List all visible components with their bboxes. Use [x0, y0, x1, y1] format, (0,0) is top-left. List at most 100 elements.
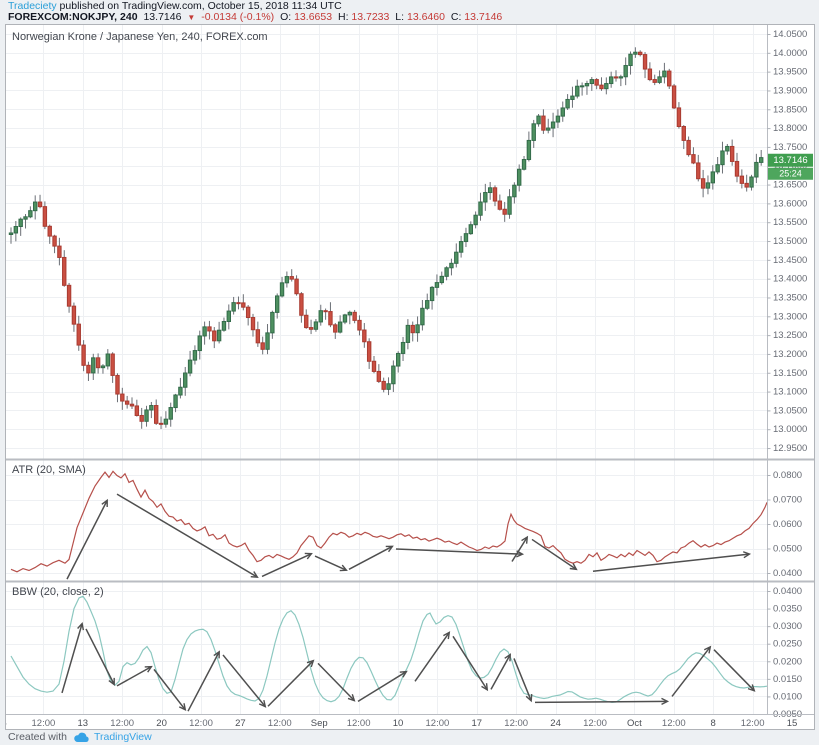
byline-text: published on TradingView.com, October 15… [56, 0, 342, 12]
price-tick-label: 14.0500 [773, 29, 807, 40]
open-label: O: [280, 11, 292, 23]
candle [47, 224, 52, 244]
candle [284, 271, 290, 288]
candle [337, 315, 343, 334]
time-tick-label: 12:00 [426, 718, 450, 729]
candle [241, 294, 246, 311]
candle [400, 336, 406, 361]
candle [42, 201, 48, 230]
candle [366, 338, 372, 369]
atr-pane-legend[interactable]: ATR (20, SMA) [12, 464, 86, 476]
time-tick-label: 12:00 [583, 718, 607, 729]
candle [754, 153, 759, 184]
candle [696, 154, 701, 182]
candle [638, 50, 643, 57]
candle [570, 86, 575, 108]
bbw-pane-legend[interactable]: BBW (20, close, 2) [12, 586, 104, 598]
tradingview-link[interactable]: TradingView [93, 731, 152, 743]
candle [468, 221, 474, 235]
candle [8, 227, 14, 244]
last-price: 13.7146 [143, 11, 182, 23]
time-tick-label: 12:00 [504, 718, 528, 729]
time-tick-label: 12:00 [347, 718, 371, 729]
candle [628, 51, 633, 75]
candle [642, 52, 648, 79]
candle [294, 275, 299, 296]
candle [86, 361, 91, 381]
candle [759, 150, 764, 166]
candle [187, 350, 193, 377]
cloud-icon [74, 732, 89, 742]
candle [207, 320, 212, 340]
price-tick-label: 13.5500 [773, 217, 807, 228]
bbw-line [10, 595, 768, 704]
candle [221, 317, 227, 332]
grid [6, 25, 767, 714]
price-tick-label: 13.1000 [773, 387, 807, 398]
candle [197, 330, 202, 360]
price-tick-label: 13.9500 [773, 67, 807, 78]
candle [458, 235, 464, 258]
candle [454, 243, 459, 268]
price-axis[interactable]: 14.0500 14.0000 13.9500 13.9000 13.8500 13.80… [767, 25, 807, 720]
time-axis[interactable]: 6 12:00 13 12:00 20 12:00 27 12:00 Sep 12:00 10 12:… [1, 714, 814, 730]
candle [381, 377, 386, 393]
candle [115, 373, 120, 403]
price-tick-label: 13.8500 [773, 104, 807, 115]
candle [604, 77, 609, 95]
candle [589, 76, 594, 91]
chart-svg[interactable]: 14.0500 14.0000 13.9500 13.9000 13.8500 13.80… [1, 25, 814, 730]
candle [405, 319, 411, 350]
candle [76, 315, 81, 351]
pane-separator[interactable] [6, 458, 814, 583]
attribution: Created with TradingView [8, 729, 152, 745]
price-tick-label: 0.0200 [773, 656, 802, 667]
price-tick-label: 0.0300 [773, 621, 802, 632]
price-tick-label: 13.9000 [773, 85, 807, 96]
candle [178, 377, 183, 399]
candle [265, 324, 270, 355]
candle [720, 141, 725, 174]
time-tick-label: 12:00 [268, 718, 292, 729]
high-label: H: [337, 11, 349, 23]
candle [328, 302, 333, 328]
candle [555, 109, 561, 128]
candle [391, 360, 396, 393]
candle [23, 214, 28, 229]
candle [81, 340, 86, 372]
candle [250, 313, 256, 337]
candle [439, 271, 444, 285]
open-value: 13.6653 [294, 11, 333, 23]
byline-author[interactable]: Tradeciety [8, 0, 57, 12]
candle [168, 402, 173, 427]
candle [473, 211, 478, 229]
candle [744, 174, 749, 192]
candle [613, 70, 619, 82]
time-tick-label: 12:00 [110, 718, 134, 729]
time-tick-label: 13 [78, 718, 89, 729]
candle [734, 152, 740, 183]
candle [739, 169, 745, 189]
candle [749, 174, 754, 191]
candle [594, 78, 599, 90]
candle [681, 125, 686, 150]
price-tick-label: 0.0500 [773, 544, 802, 555]
candle [313, 318, 319, 332]
candle [652, 74, 657, 86]
candle [299, 292, 304, 323]
candle [144, 405, 149, 427]
price-tick-label: 13.3500 [773, 292, 807, 303]
candle [671, 83, 677, 110]
candle [105, 349, 110, 370]
candle [192, 345, 198, 365]
main-pane-legend[interactable]: Norwegian Krone / Japanese Yen, 240, FOR… [12, 31, 268, 43]
candle [352, 309, 357, 324]
candle [729, 139, 735, 166]
time-tick-label: 12:00 [741, 718, 765, 729]
candle [386, 377, 391, 396]
countdown-badge: 25:24 [768, 167, 813, 180]
candle [415, 316, 420, 342]
candle [492, 185, 498, 207]
symbol-label[interactable]: FOREXCOM:NOKJPY, 240 [8, 11, 138, 23]
candle [521, 155, 527, 171]
